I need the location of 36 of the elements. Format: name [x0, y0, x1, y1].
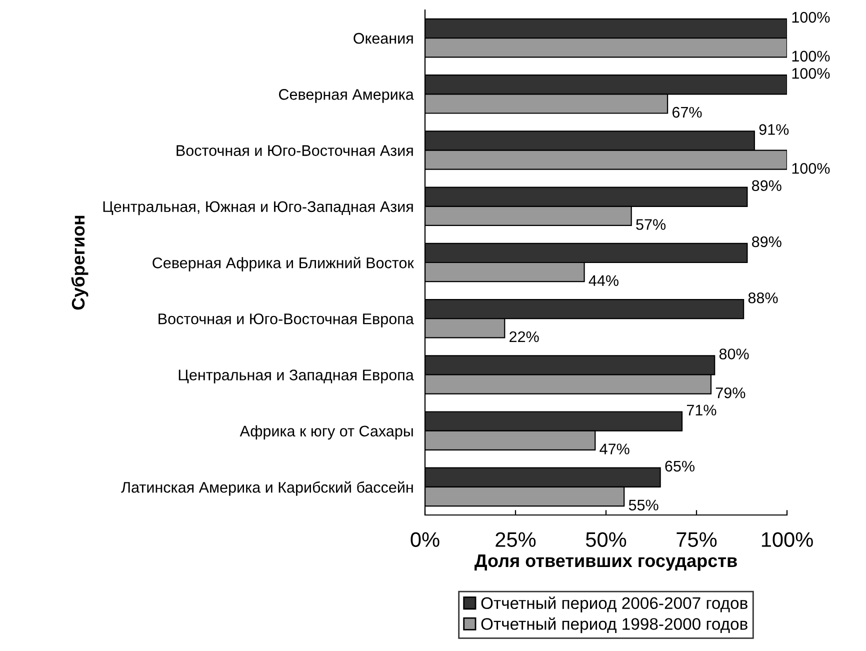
x-tick-label: 25%	[496, 532, 536, 547]
data-label: 57%	[636, 219, 666, 230]
data-label: 65%	[665, 460, 694, 472]
data-label: 47%	[600, 444, 630, 454]
x-tick-label: 75%	[676, 532, 717, 547]
y-tick-label: Центральная, Южная и Юго-Западная Азия	[103, 201, 413, 216]
y-tick-label: Северная Африка и Ближний Восток	[152, 256, 414, 272]
y-tick-label: Африка к югу от Сахары	[240, 425, 413, 440]
y-tick-label: Северная Америка	[279, 89, 414, 103]
x-tick-label: 0%	[410, 532, 440, 547]
data-label: 80%	[719, 348, 749, 360]
data-label: 88%	[748, 292, 778, 304]
data-label: 67%	[672, 106, 702, 118]
data-label: 89%	[752, 180, 782, 192]
data-label: 44%	[588, 275, 618, 286]
data-label: 71%	[686, 404, 716, 416]
legend-label: Отчетный период 1998-2000 годов	[481, 617, 748, 634]
y-tick-label: Океания	[354, 32, 413, 44]
y-axis-title: Субрегион	[71, 216, 88, 310]
data-label: 100%	[792, 163, 830, 174]
x-tick-label: 100%	[762, 532, 813, 547]
data-label: 91%	[759, 124, 789, 135]
legend-label: Отчетный период 2006-2007 годов	[481, 596, 748, 612]
data-label: 100%	[792, 50, 830, 62]
data-label: 79%	[716, 387, 746, 398]
data-label: 100%	[792, 12, 830, 23]
data-label: 22%	[510, 331, 539, 342]
data-label: 100%	[792, 68, 830, 79]
x-tick-label: 50%	[586, 532, 626, 547]
y-tick-label: Восточная и Юго-Восточная Азия	[176, 145, 413, 156]
data-label: 55%	[628, 500, 658, 510]
y-tick-label: Центральная и Западная Европа	[178, 370, 414, 384]
data-label: 89%	[752, 236, 782, 248]
y-tick-label: Восточная и Юго-Восточная Европа	[158, 313, 414, 328]
y-tick-label: Латинская Америка и Карибский бассейн	[121, 481, 413, 496]
x-axis-title: Доля ответивших государств	[474, 554, 737, 571]
